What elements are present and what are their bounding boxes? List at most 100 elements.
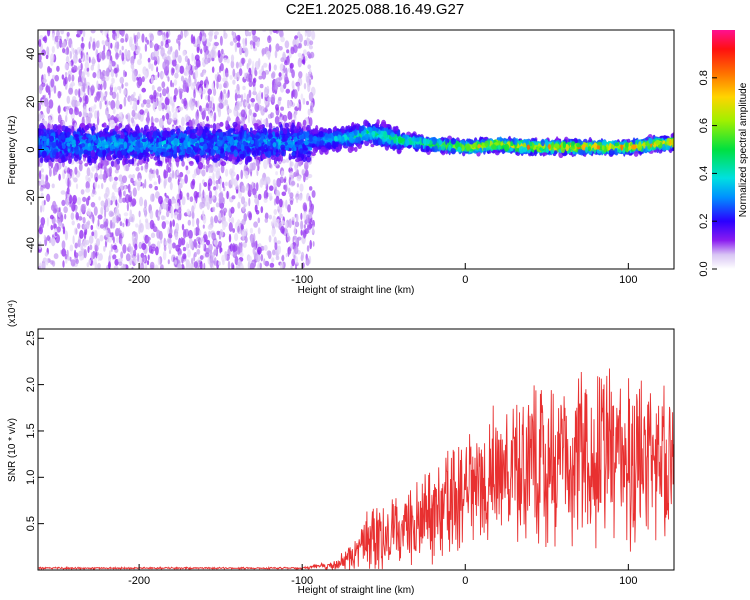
spectrogram-cell: [187, 219, 191, 226]
spectrogram-cell: [144, 211, 147, 218]
spectrogram-cell: [285, 158, 290, 163]
spectrogram-cell: [281, 70, 284, 80]
spectrogram-cell: [268, 214, 272, 220]
spectrogram-cell: [46, 217, 49, 227]
spectrogram-cell: [54, 74, 59, 82]
spectrogram-cell: [84, 95, 89, 105]
spectrogram-cell: [63, 206, 68, 214]
spectrogram-cell: [264, 218, 269, 223]
spectrogram-cell: [68, 74, 71, 82]
spectrogram-cell: [61, 248, 67, 257]
spectrogram-cell: [141, 33, 145, 43]
spectrogram-cell: [278, 30, 284, 37]
spectrogram-cell: [115, 199, 118, 206]
spectrogram-cell: [42, 95, 45, 100]
spectrogram-cell: [310, 105, 313, 112]
spectrogram-cell: [294, 245, 299, 255]
spectrogram-cell: [191, 262, 194, 269]
spectrogram-cell: [148, 62, 152, 70]
spectrogram-cell: [222, 220, 226, 231]
spectrogram-cell: [131, 233, 135, 243]
spectrogram-cell: [214, 41, 219, 47]
spectrogram-cell: [255, 254, 261, 263]
spectrogram-cell: [126, 202, 129, 212]
spectrogram-cell: [196, 46, 200, 53]
spectrogram-cell: [236, 219, 241, 229]
spectrogram-cell: [223, 57, 227, 63]
spectrogram-cell: [284, 228, 287, 234]
spectrogram-cell: [138, 177, 142, 187]
spectrogram-cell: [261, 48, 267, 55]
spectrogram-cell: [81, 36, 84, 42]
spectrogram-cell: [134, 232, 138, 242]
spectrogram-cell: [94, 244, 99, 252]
spectrogram-cell: [151, 84, 155, 91]
spectrogram-cell: [280, 220, 285, 225]
spectrogram-cell: [147, 57, 151, 63]
spectrogram-cell: [165, 98, 169, 106]
spectrogram-cell: [63, 78, 67, 87]
spectrogram-cell: [131, 109, 136, 118]
spectrogram-cell: [274, 242, 278, 251]
spectrogram-cell: [232, 68, 236, 78]
spectrogram-cell: [174, 232, 179, 241]
spectrogram-cell: [85, 181, 90, 190]
spectrogram-cell: [62, 47, 66, 54]
spectrogram-cell: [181, 160, 185, 167]
spectrogram-cell: [207, 224, 213, 230]
spectrogram-cell: [98, 51, 102, 60]
spectrogram-cell: [243, 170, 249, 177]
spectrogram-cell: [142, 183, 145, 189]
spectrogram-cell: [91, 56, 95, 67]
spectrogram-cell: [295, 213, 299, 223]
spectrogram-cell: [168, 249, 172, 254]
spectrogram-cell: [291, 216, 295, 221]
spectrogram-cell: [275, 171, 278, 176]
spectrogram-cell: [201, 169, 206, 177]
spectrogram-cell: [88, 112, 93, 119]
spectrogram-cell: [215, 180, 220, 185]
spectrogram-cell: [129, 190, 132, 197]
spectrogram-cell: [69, 194, 73, 204]
spectrogram-cell: [119, 76, 125, 84]
spectrogram-cell: [106, 114, 111, 119]
spectrogram-cell: [131, 73, 135, 81]
spectrogram-cell: [132, 174, 135, 179]
spectrogram-cell: [72, 47, 75, 55]
spectrogram-cell: [256, 92, 261, 102]
spectrogram-cell: [162, 61, 167, 70]
spectrogram-cell: [227, 108, 232, 114]
spectrogram-cell: [257, 193, 262, 201]
spectrogram-cell: [107, 37, 110, 43]
spectrogram-cell: [255, 182, 259, 192]
spectrogram-cell: [156, 229, 161, 239]
spectrogram-cell: [74, 242, 78, 249]
spectrogram-cell: [259, 83, 264, 89]
spectrogram-cell: [78, 164, 82, 171]
spectrogram-cell: [79, 30, 83, 35]
spectrogram-cell: [267, 35, 272, 44]
spectrogram-cell: [309, 51, 315, 59]
spectrogram-cell: [161, 215, 165, 221]
spectrogram-cell: [267, 51, 271, 60]
spectrogram-cell: [212, 206, 216, 212]
spectrogram-cell: [86, 208, 92, 216]
spectrogram-cell: [159, 96, 164, 102]
spectrogram-cell: [237, 225, 240, 233]
spectrogram-cell: [286, 232, 290, 238]
spectrogram-cell: [147, 254, 150, 261]
spectrogram-cell: [218, 240, 222, 248]
spectrogram-cell: [101, 69, 106, 77]
spectrogram-cell: [161, 221, 166, 230]
spectrogram-cell: [172, 156, 175, 163]
spectrogram-cell: [184, 55, 189, 63]
spectrogram-cell: [124, 48, 128, 57]
spectrogram-cell: [303, 224, 306, 229]
spectrogram-cell: [249, 262, 255, 269]
spectrogram-cell: [245, 183, 249, 192]
spectrogram-cell: [123, 190, 126, 197]
spectrogram-cell: [69, 244, 74, 252]
spectrogram-cell: [236, 34, 241, 42]
spectrogram-cell: [275, 190, 280, 198]
spectrogram-cell: [110, 244, 113, 253]
